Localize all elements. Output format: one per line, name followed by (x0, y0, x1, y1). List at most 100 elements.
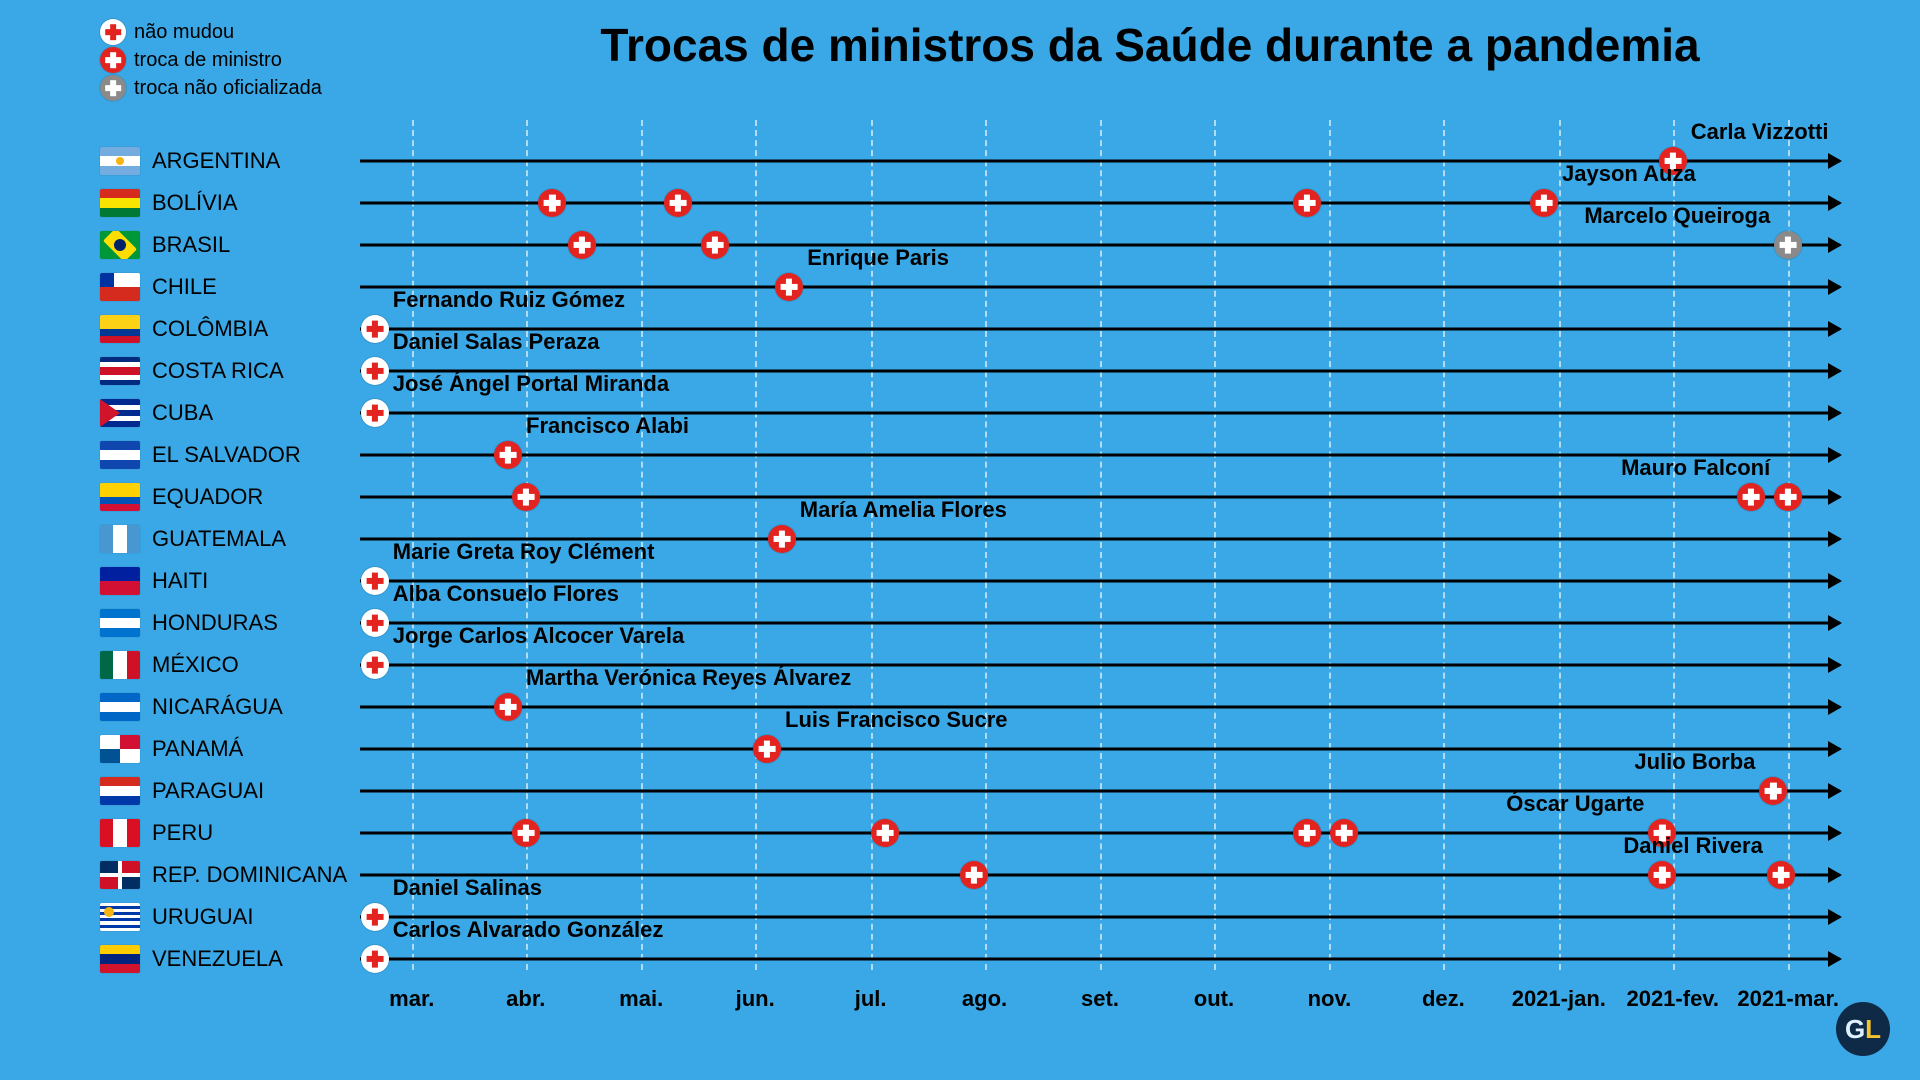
country-name: PARAGUAI (152, 778, 264, 804)
minister-name-label: Francisco Alabi (526, 413, 689, 439)
month-label: jun. (736, 986, 775, 1012)
legend-label: não mudou (134, 21, 234, 44)
event-marker (1293, 189, 1321, 217)
timeline-axis (360, 748, 1840, 751)
timeline-axis (360, 874, 1840, 877)
event-marker (568, 231, 596, 259)
timeline-row: Martha Verónica Reyes Álvarez (360, 686, 1840, 728)
country-row: GUATEMALA (100, 518, 347, 560)
legend-marker-icon (100, 47, 126, 73)
event-marker (753, 735, 781, 763)
event-marker (1648, 861, 1676, 889)
minister-name-label: Enrique Paris (807, 245, 949, 271)
event-marker (494, 441, 522, 469)
flag-icon (100, 231, 140, 259)
legend-marker-icon (100, 19, 126, 45)
timeline-axis (360, 454, 1840, 457)
event-marker (1737, 483, 1765, 511)
minister-name-label: Mauro Falconí (1621, 455, 1770, 481)
legend: não mudou troca de ministro troca não ofic… (100, 18, 322, 102)
flag-icon (100, 357, 140, 385)
event-marker (775, 273, 803, 301)
minister-name-label: Fernando Ruiz Gómez (393, 287, 625, 313)
timeline-row: Marcelo Queiroga (360, 224, 1840, 266)
country-name: PERU (152, 820, 213, 846)
country-name: URUGUAI (152, 904, 253, 930)
event-marker (538, 189, 566, 217)
flag-icon (100, 945, 140, 973)
timeline-axis (360, 706, 1840, 709)
country-name: EQUADOR (152, 484, 263, 510)
event-marker (361, 357, 389, 385)
timeline-row: Francisco Alabi (360, 434, 1840, 476)
arrow-icon (1828, 951, 1842, 967)
country-row: BRASIL (100, 224, 347, 266)
arrow-icon (1828, 195, 1842, 211)
country-row: COLÔMBIA (100, 308, 347, 350)
country-row: PARAGUAI (100, 770, 347, 812)
event-marker (1774, 483, 1802, 511)
minister-name-label: Martha Verónica Reyes Álvarez (526, 665, 851, 691)
flag-icon (100, 819, 140, 847)
country-row: EQUADOR (100, 476, 347, 518)
arrow-icon (1828, 825, 1842, 841)
timeline-axis (360, 958, 1840, 961)
country-row: PANAMÁ (100, 728, 347, 770)
arrow-icon (1828, 447, 1842, 463)
country-name: CHILE (152, 274, 217, 300)
month-label: ago. (962, 986, 1007, 1012)
event-marker (701, 231, 729, 259)
country-row: MÉXICO (100, 644, 347, 686)
flag-icon (100, 609, 140, 637)
event-marker (1774, 231, 1802, 259)
minister-name-label: Alba Consuelo Flores (393, 581, 619, 607)
event-marker (1759, 777, 1787, 805)
country-name: GUATEMALA (152, 526, 286, 552)
country-name: COSTA RICA (152, 358, 284, 384)
minister-name-label: Daniel Rivera (1623, 833, 1762, 859)
arrow-icon (1828, 531, 1842, 547)
arrow-icon (1828, 573, 1842, 589)
arrow-icon (1828, 867, 1842, 883)
minister-name-label: Luis Francisco Sucre (785, 707, 1008, 733)
month-label: out. (1194, 986, 1234, 1012)
minister-name-label: María Amelia Flores (800, 497, 1007, 523)
arrow-icon (1828, 699, 1842, 715)
legend-item: troca de ministro (100, 46, 322, 74)
arrow-icon (1828, 237, 1842, 253)
month-label: mai. (619, 986, 663, 1012)
arrow-icon (1828, 321, 1842, 337)
country-name: ARGENTINA (152, 148, 280, 174)
country-name: COLÔMBIA (152, 316, 268, 342)
legend-label: troca de ministro (134, 49, 282, 72)
source-logo: GL (1836, 1002, 1890, 1056)
event-marker (494, 693, 522, 721)
country-row: COSTA RICA (100, 350, 347, 392)
country-name: BOLÍVIA (152, 190, 238, 216)
legend-label: troca não oficializada (134, 77, 322, 100)
minister-name-label: Marcelo Queiroga (1584, 203, 1770, 229)
flag-icon (100, 651, 140, 679)
country-row: NICARÁGUA (100, 686, 347, 728)
event-marker (512, 819, 540, 847)
arrow-icon (1828, 489, 1842, 505)
chart-title: Trocas de ministros da Saúde durante a p… (420, 18, 1880, 72)
event-marker (361, 945, 389, 973)
country-row: URUGUAI (100, 896, 347, 938)
month-label: dez. (1422, 986, 1465, 1012)
month-label: nov. (1308, 986, 1352, 1012)
country-name: BRASIL (152, 232, 230, 258)
arrow-icon (1828, 279, 1842, 295)
event-marker (1330, 819, 1358, 847)
country-row: REP. DOMINICANA (100, 854, 347, 896)
country-name: HAITI (152, 568, 208, 594)
country-name: MÉXICO (152, 652, 239, 678)
timeline-row: Carlos Alvarado González (360, 938, 1840, 980)
flag-icon (100, 777, 140, 805)
country-name: PANAMÁ (152, 736, 243, 762)
timeline-row: Luis Francisco Sucre (360, 728, 1840, 770)
minister-name-label: José Ángel Portal Miranda (393, 371, 669, 397)
flag-icon (100, 315, 140, 343)
flag-icon (100, 693, 140, 721)
flag-icon (100, 903, 140, 931)
